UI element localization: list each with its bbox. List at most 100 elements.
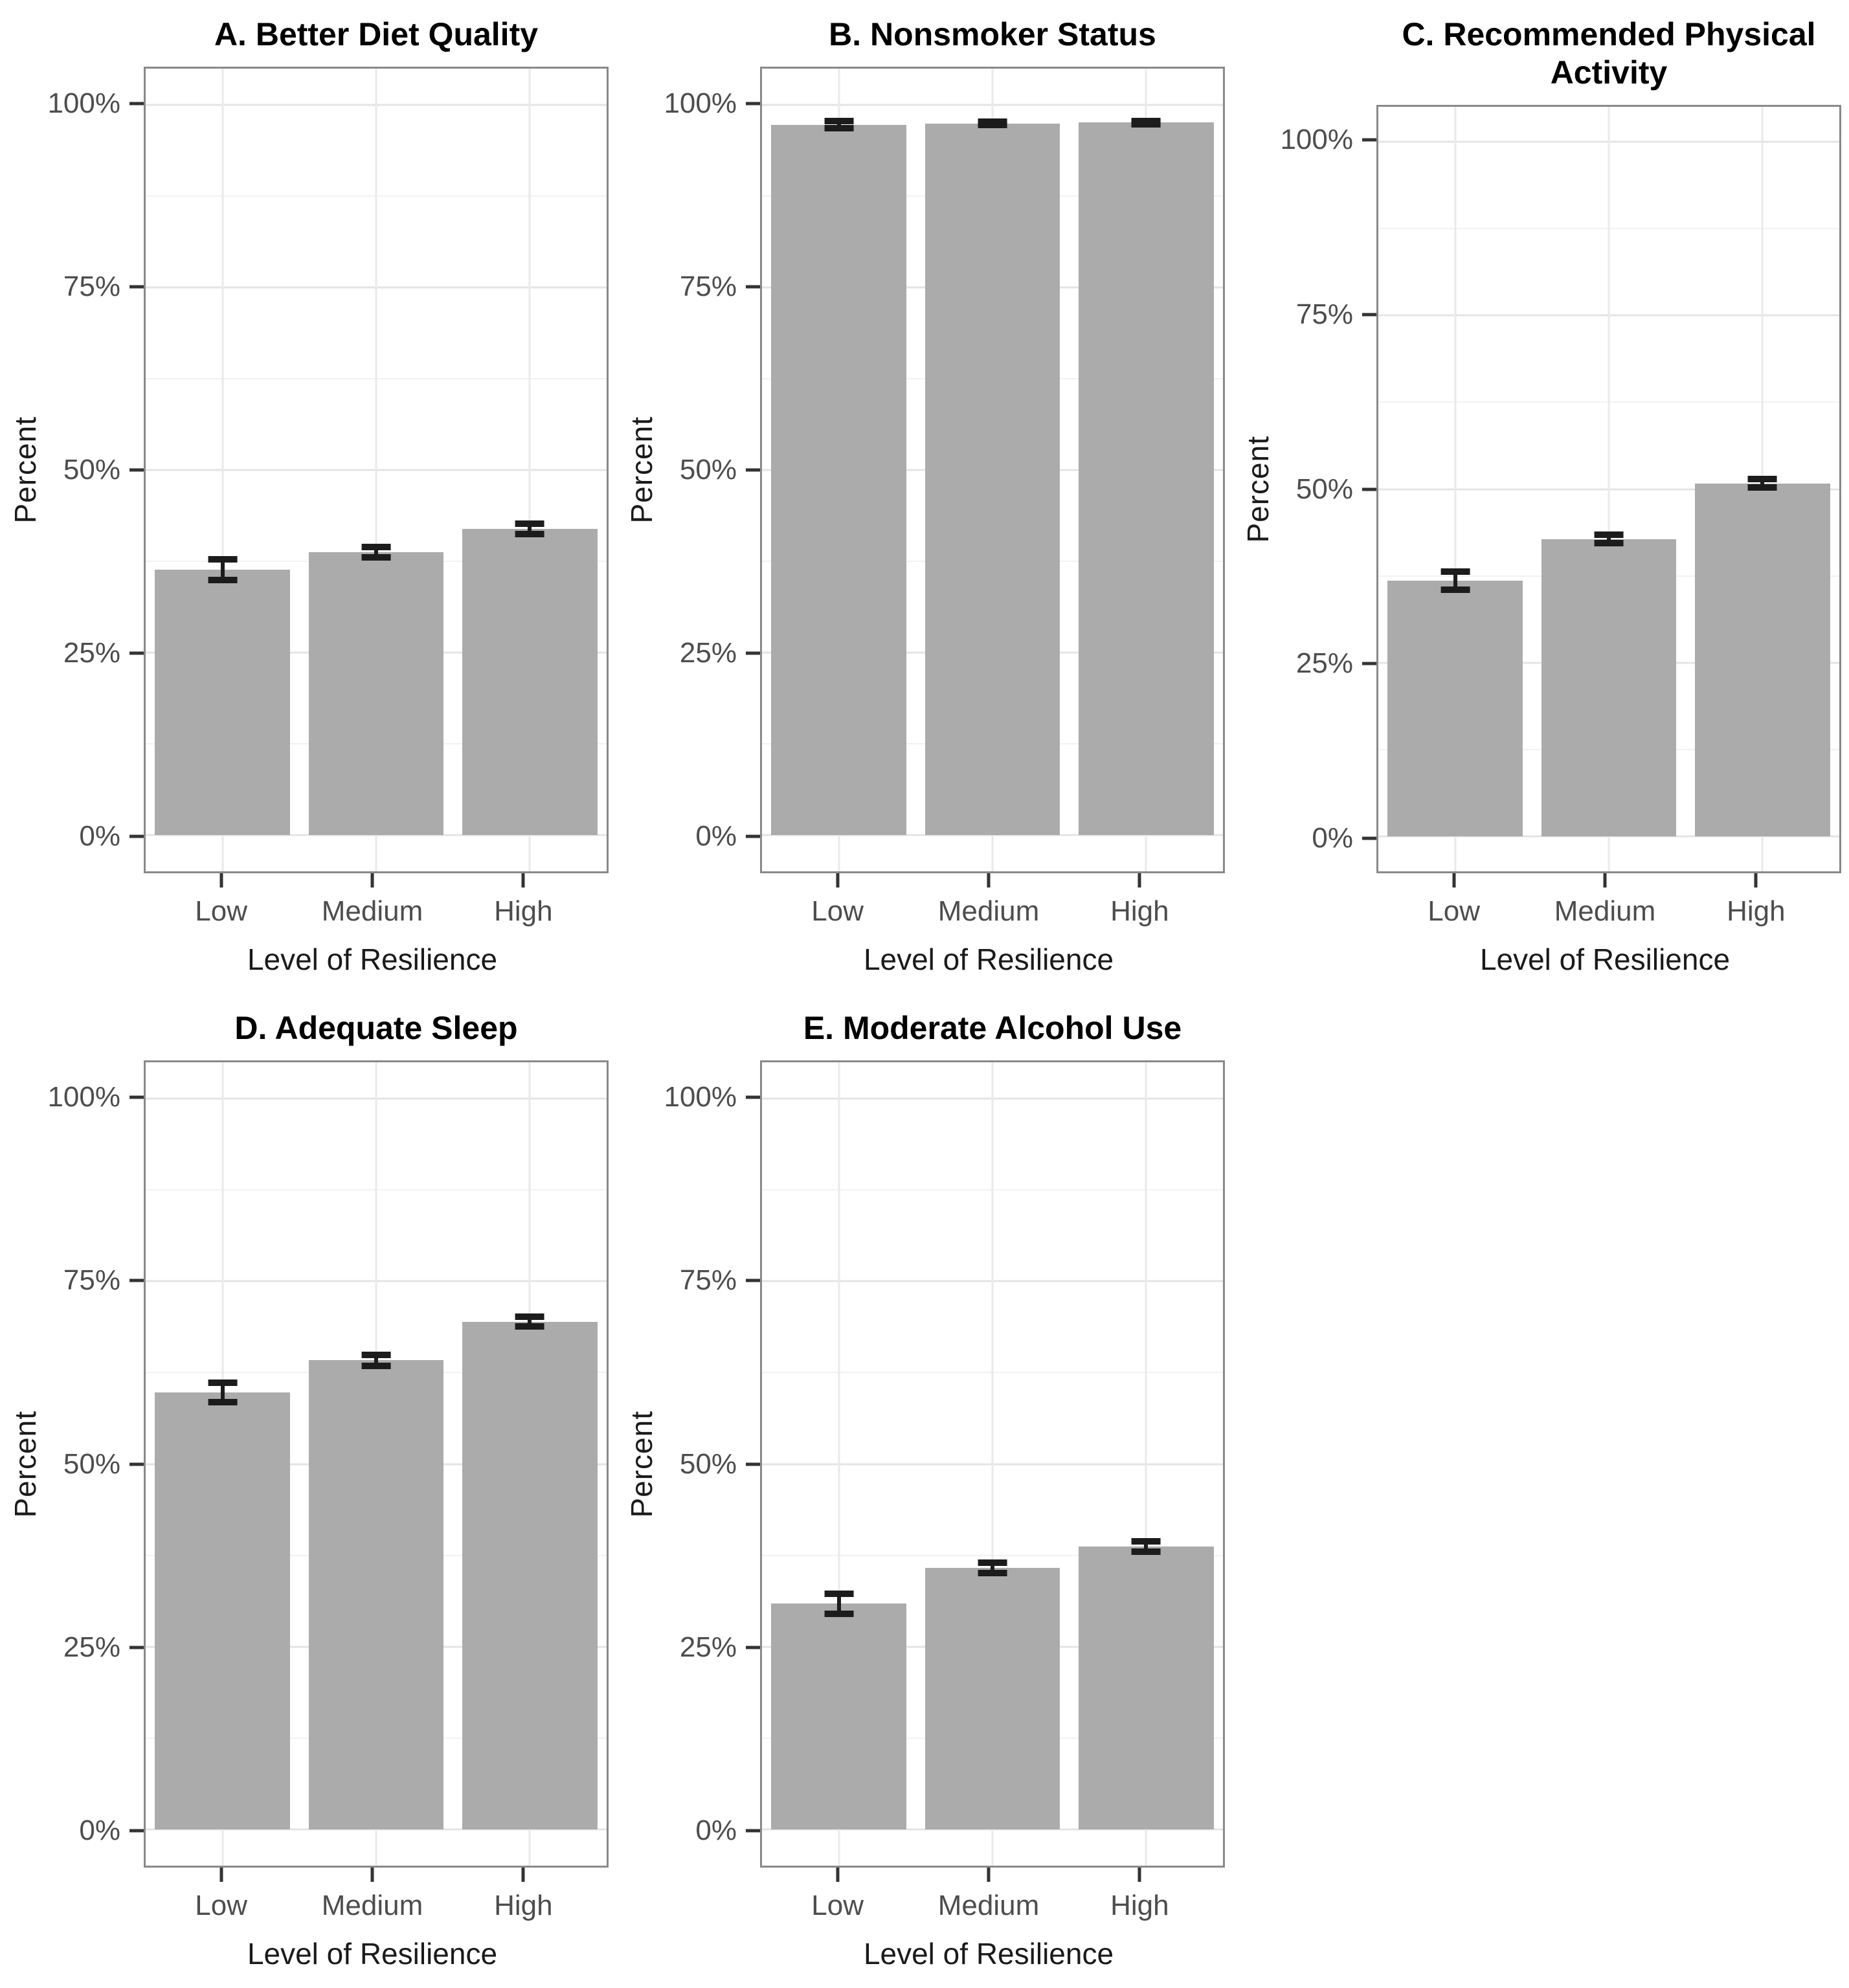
y-tick-label: 75%	[63, 270, 120, 302]
y-tick-mark	[746, 102, 760, 106]
y-tick-mark	[129, 468, 144, 472]
error-bar-cap	[515, 1313, 544, 1320]
error-bar-line	[374, 547, 378, 558]
error-bar-line	[528, 1316, 532, 1327]
x-tick-label: Low	[811, 895, 864, 927]
x-tick-label: Medium	[937, 1890, 1040, 1921]
x-axis-title: Level of Resilience	[1479, 943, 1731, 976]
chart-title: A. Better Diet Quality	[214, 16, 539, 52]
error-bar-cap	[824, 1610, 854, 1617]
y-axis-title-text: Percent	[1241, 435, 1275, 543]
error-bar-cap	[1131, 1538, 1161, 1545]
x-tick-mark	[987, 1868, 991, 1882]
x-tick-mark	[219, 1868, 223, 1882]
gridline-vertical	[528, 69, 531, 871]
plot-area	[144, 67, 609, 873]
error-bar-line	[836, 1594, 841, 1614]
error-bar-line	[220, 559, 225, 581]
y-tick-mark	[129, 1829, 144, 1833]
error-bar-line	[1607, 535, 1611, 544]
y-axis-title-text: Percent	[625, 416, 658, 524]
x-axis-labels: Low Medium High	[146, 1890, 599, 1926]
bar-high	[1695, 483, 1830, 837]
error-bar-line	[1453, 572, 1457, 590]
x-axis	[146, 1868, 599, 1883]
y-tick-mark	[1362, 836, 1376, 840]
y-tick-mark	[1362, 662, 1376, 665]
chart-panel-c: C. Recommended Physical Activity Percent…	[1233, 0, 1849, 994]
y-axis: 0% 25% 50% 75% 100%	[664, 67, 760, 873]
y-tick-mark	[746, 651, 760, 655]
y-tick-mark	[129, 1279, 144, 1282]
error-bar-cap	[515, 531, 544, 538]
bar-low	[155, 1392, 290, 1829]
x-axis-labels: Low Medium High	[146, 895, 599, 932]
error-bar-line	[374, 1355, 378, 1367]
chart-title: E. Moderate Alcohol Use	[803, 1010, 1182, 1046]
chart-body: Percent 0% 25% 50% 75% 100%	[0, 1060, 609, 1868]
x-tick-label: Medium	[937, 895, 1040, 927]
bar-medium	[308, 1360, 444, 1829]
chart-body: Percent 0% 25% 50% 75% 100%	[616, 1060, 1225, 1868]
y-tick-mark	[746, 834, 760, 838]
bar-low	[771, 124, 906, 835]
error-bar-line	[991, 1562, 994, 1573]
y-tick-mark	[129, 1095, 144, 1099]
plot-area	[760, 1060, 1225, 1868]
bar-high	[1079, 122, 1214, 835]
x-tick-mark	[1137, 873, 1141, 888]
chart-title: D. Adequate Sleep	[234, 1010, 518, 1046]
error-bar-line	[1144, 1541, 1149, 1552]
y-tick-label: 25%	[679, 637, 737, 669]
gridline-vertical	[1454, 107, 1457, 871]
chart-panel-e: E. Moderate Alcohol Use Percent 0% 25% 50%…	[616, 994, 1233, 1988]
y-axis: 0% 25% 50% 75% 100%	[664, 1060, 760, 1868]
x-tick-mark	[1603, 873, 1607, 888]
error-bar-cap	[824, 118, 854, 125]
y-tick-label: 100%	[664, 1080, 737, 1113]
error-bar-cap	[361, 544, 391, 551]
y-tick-mark	[746, 468, 760, 472]
error-bar-cap	[978, 1559, 1007, 1566]
x-tick-label: Low	[195, 895, 248, 927]
y-tick-label: 25%	[63, 637, 120, 669]
x-tick-mark	[1137, 1868, 1141, 1882]
y-tick-mark	[746, 285, 760, 289]
x-tick-label: Medium	[321, 1890, 423, 1921]
y-tick-label: 0%	[79, 1815, 120, 1847]
y-tick-mark	[129, 1646, 144, 1649]
x-tick-label: High	[1110, 1890, 1169, 1921]
y-tick-label: 100%	[47, 1080, 120, 1113]
error-bar-cap	[208, 1379, 238, 1387]
error-bar-cap	[978, 1569, 1007, 1576]
error-bar-cap	[361, 554, 391, 561]
y-tick-mark	[129, 285, 144, 289]
y-tick-label: 100%	[47, 87, 120, 119]
y-tick-label: 0%	[695, 820, 737, 853]
x-tick-label: High	[1727, 895, 1786, 927]
bar-high	[1079, 1546, 1214, 1829]
x-tick-label: High	[494, 1890, 553, 1921]
y-tick-label: 25%	[63, 1631, 120, 1663]
y-axis: 0% 25% 50% 75% 100%	[1280, 105, 1376, 873]
x-axis-title: Level of Resilience	[247, 1937, 498, 1971]
x-tick-label: Medium	[1554, 895, 1656, 927]
y-tick-label: 75%	[679, 270, 737, 302]
gridline-vertical	[991, 1062, 994, 1866]
y-tick-label: 50%	[679, 1447, 737, 1480]
y-axis: 0% 25% 50% 75% 100%	[47, 1060, 144, 1868]
error-bar-cap	[824, 125, 854, 132]
x-tick-label: Medium	[321, 895, 423, 927]
bar-high	[462, 1321, 598, 1829]
y-tick-mark	[746, 1646, 760, 1649]
chart-title: B. Nonsmoker Status	[829, 16, 1156, 52]
error-bar-cap	[1131, 1548, 1161, 1555]
plot-area	[1376, 105, 1841, 873]
bar-low	[771, 1603, 906, 1829]
gridline-vertical	[221, 69, 224, 871]
y-tick-label: 0%	[695, 1815, 737, 1847]
y-tick-mark	[1362, 487, 1376, 491]
y-tick-label: 75%	[63, 1264, 120, 1297]
y-tick-label: 75%	[1295, 298, 1353, 330]
